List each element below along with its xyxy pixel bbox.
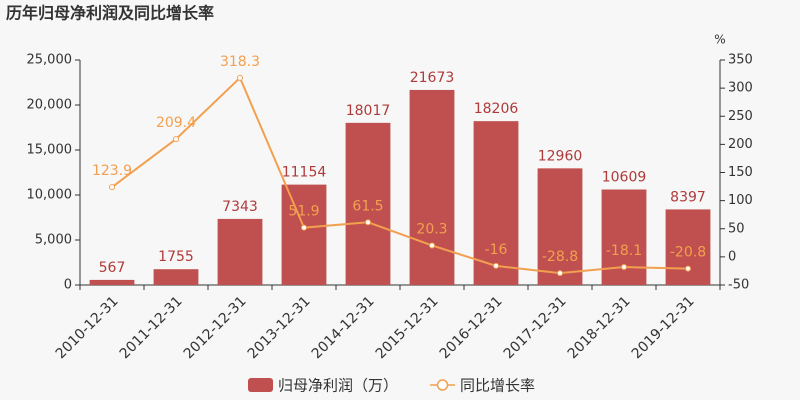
line-value-label: 318.3 — [220, 54, 260, 70]
bar-value-label: 18206 — [474, 101, 519, 117]
line-value-label: 209.4 — [156, 115, 196, 131]
x-tick-label: 2016-12-31 — [437, 293, 506, 362]
bar — [665, 209, 711, 285]
bar-value-label: 8397 — [670, 189, 706, 205]
bar-value-label: 11154 — [282, 165, 327, 181]
bar — [473, 121, 519, 285]
line-value-label: 61.5 — [352, 198, 383, 214]
bar — [409, 89, 455, 286]
y-tick-label: 25,000 — [27, 53, 73, 68]
y-tick-label: 5,000 — [35, 233, 72, 248]
y2-tick-label: 350 — [728, 53, 753, 68]
y-tick-label: 15,000 — [27, 143, 73, 158]
line — [111, 76, 689, 275]
bar — [537, 168, 583, 285]
y2-tick-label: 100 — [728, 193, 753, 208]
line-point — [237, 74, 243, 81]
legend-swatch — [436, 379, 449, 391]
x-tick-label: 2013-12-31 — [245, 293, 314, 362]
bar — [601, 189, 647, 285]
x-tick-label: 2018-12-31 — [565, 293, 634, 362]
bar-value-label: 21673 — [410, 70, 455, 86]
bar — [281, 184, 327, 285]
line-point — [301, 224, 307, 231]
y-tick-label: 10,000 — [27, 188, 73, 203]
bar-value-label: 1755 — [158, 249, 194, 265]
x-tick-label: 2011-12-31 — [117, 293, 186, 362]
y2-tick-label: 150 — [728, 165, 753, 180]
y2-tick-label: 50 — [728, 221, 745, 236]
line-value-label: -18.1 — [606, 243, 642, 259]
line-value-label: -20.8 — [670, 245, 706, 261]
line-point — [173, 136, 179, 143]
x-tick-label: 2015-12-31 — [373, 293, 442, 362]
x-tick-label: 2010-12-31 — [53, 293, 122, 362]
legend-item: 同比增长率 — [430, 377, 535, 395]
y2-tick-label: 250 — [728, 109, 753, 124]
bar — [345, 122, 391, 285]
y-tick-label: 20,000 — [27, 98, 73, 113]
y2-tick-label: -50 — [728, 278, 749, 293]
bar — [217, 218, 263, 285]
line-value-label: -16 — [485, 242, 508, 258]
y2-tick-label: 0 — [728, 249, 736, 264]
y2-unit: % — [714, 33, 725, 47]
bar — [153, 269, 199, 285]
line-point — [621, 264, 627, 271]
x-tick-label: 2017-12-31 — [501, 293, 570, 362]
bar-value-label: 7343 — [222, 199, 258, 215]
line-value-label: 20.3 — [416, 221, 447, 237]
line-value-label: 123.9 — [92, 163, 132, 179]
bar-value-label: 567 — [99, 260, 126, 276]
line-value-label: -28.8 — [542, 249, 578, 265]
legend-label: 归母净利润（万） — [278, 377, 398, 395]
x-tick-label: 2014-12-31 — [309, 293, 378, 362]
legend-item: 归母净利润（万） — [248, 377, 398, 395]
line-point — [365, 219, 371, 226]
bar-value-label: 18017 — [346, 103, 391, 119]
line-point — [557, 270, 563, 277]
legend-label: 同比增长率 — [460, 377, 535, 395]
line-point — [685, 265, 691, 272]
y-tick-label: 0 — [64, 278, 72, 293]
bar-value-label: 12960 — [538, 148, 583, 164]
bar-value-label: 10609 — [602, 170, 647, 186]
legend-swatch — [248, 378, 273, 392]
x-tick-label: 2019-12-31 — [629, 293, 698, 362]
line-value-label: 51.9 — [288, 204, 319, 220]
bar — [89, 279, 135, 285]
line-point — [493, 262, 499, 269]
y2-tick-label: 200 — [728, 137, 753, 152]
y2-tick-label: 300 — [728, 81, 753, 96]
line-point — [429, 242, 435, 249]
chart-title: 历年归母净利润及同比增长率 — [6, 4, 214, 23]
x-tick-label: 2012-12-31 — [181, 293, 250, 362]
line-point — [109, 184, 115, 191]
